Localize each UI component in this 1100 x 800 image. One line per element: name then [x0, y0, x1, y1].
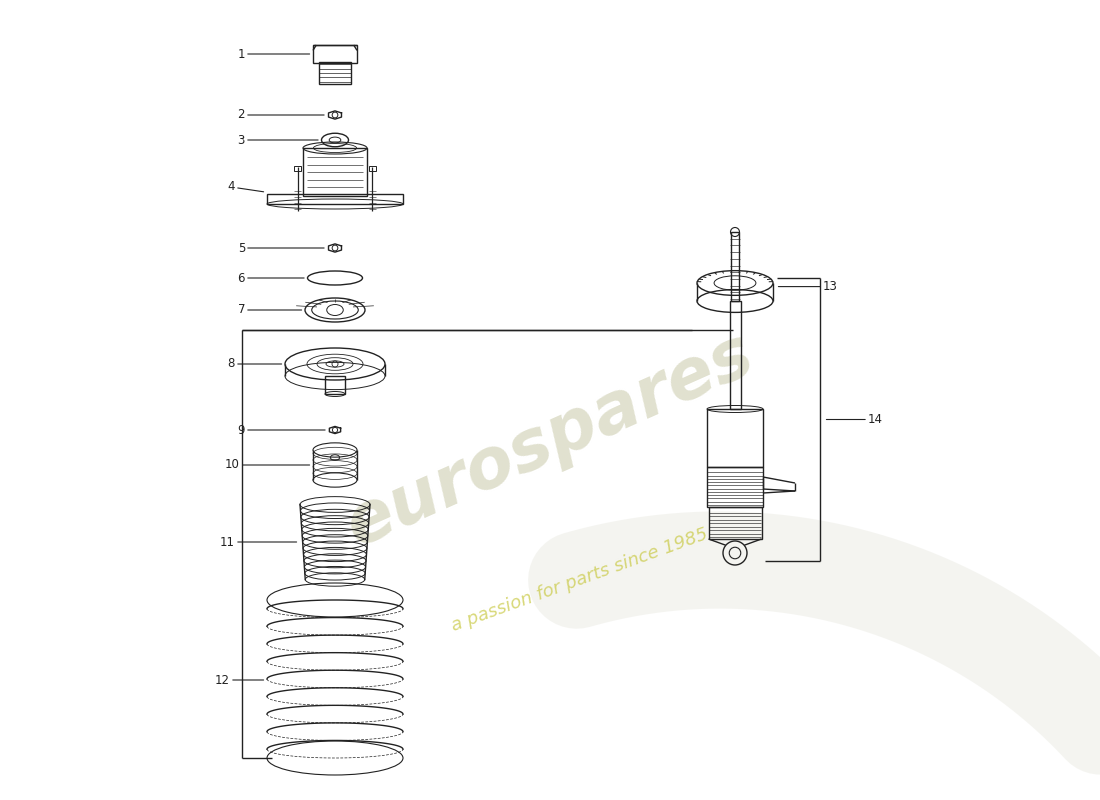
Bar: [324, 376, 345, 394]
Bar: [368, 166, 376, 171]
Text: 3: 3: [238, 134, 318, 146]
Text: 14: 14: [826, 413, 883, 426]
Text: 7: 7: [238, 303, 301, 317]
Text: 12: 12: [214, 674, 264, 686]
Bar: [729, 301, 740, 409]
Bar: [302, 148, 367, 196]
Text: a passion for parts since 1985: a passion for parts since 1985: [449, 525, 711, 635]
Text: 13: 13: [779, 280, 838, 293]
Bar: [314, 45, 358, 63]
Text: 5: 5: [238, 242, 324, 254]
Text: 2: 2: [238, 109, 324, 122]
Text: 4: 4: [228, 181, 264, 194]
Text: 11: 11: [220, 535, 297, 549]
Text: 6: 6: [238, 271, 304, 285]
Bar: [294, 166, 301, 171]
Bar: [319, 62, 351, 84]
Bar: [707, 409, 763, 467]
Text: 1: 1: [238, 47, 309, 61]
Bar: [707, 467, 763, 507]
Text: 10: 10: [226, 458, 309, 471]
Bar: [708, 507, 761, 539]
Text: 9: 9: [238, 423, 326, 437]
Bar: [267, 194, 403, 204]
Text: eurospares: eurospares: [336, 320, 764, 560]
Text: 8: 8: [228, 358, 282, 370]
Bar: [732, 232, 739, 301]
